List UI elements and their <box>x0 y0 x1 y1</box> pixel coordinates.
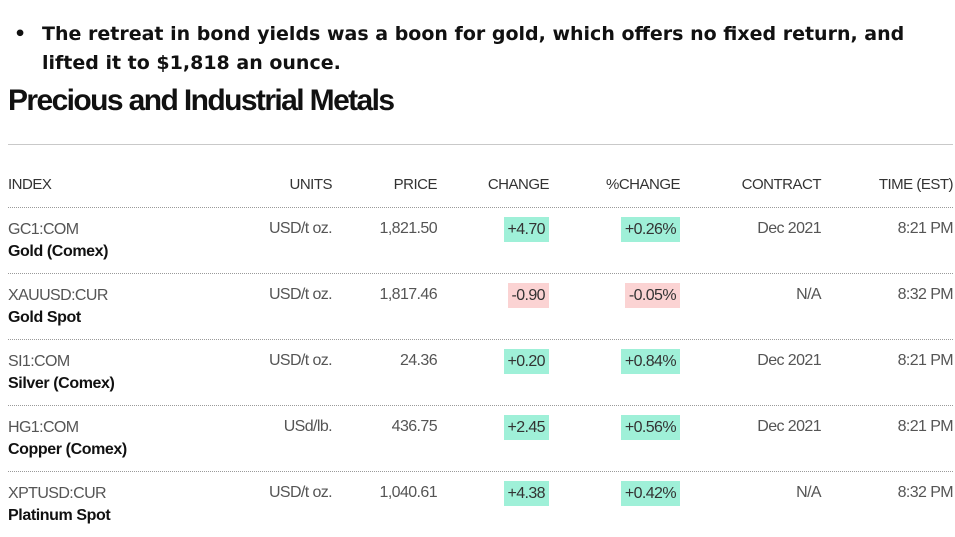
time-cell: 8:32 PM <box>897 286 954 303</box>
change-badge: +4.70 <box>503 217 549 242</box>
change-badge: +2.45 <box>503 415 549 440</box>
table-header-row: INDEX UNITS PRICE CHANGE %CHANGE CONTRAC… <box>8 145 954 208</box>
change-cell: -0.90 <box>507 283 549 308</box>
units-cell: USD/t oz. <box>268 484 333 501</box>
header-price: PRICE <box>393 176 438 193</box>
pct-change-badge: -0.05% <box>624 283 680 308</box>
instrument-name: Platinum Spot <box>8 507 111 524</box>
units-cell: USD/t oz. <box>268 220 333 237</box>
price-cell: 1,040.61 <box>379 484 438 501</box>
price-cell: 24.36 <box>399 352 438 369</box>
pct-change-badge: +0.42% <box>620 481 680 506</box>
change-cell: +2.45 <box>503 415 549 440</box>
time-cell: 8:32 PM <box>897 484 954 501</box>
header-units: UNITS <box>289 176 333 193</box>
instrument-name: Silver (Comex) <box>8 375 115 392</box>
bullet-text: The retreat in bond yields was a boon fo… <box>42 23 905 74</box>
ticker-link[interactable]: SI1:COM <box>8 353 70 370</box>
header-change: CHANGE <box>487 176 550 193</box>
header-time: TIME (EST) <box>878 176 954 193</box>
table-row[interactable]: XPTUSD:CUR Platinum Spot USD/t oz. 1,040… <box>8 472 954 537</box>
change-badge: +4.38 <box>503 481 549 506</box>
pct-change-badge: +0.84% <box>620 349 680 374</box>
change-cell: +4.38 <box>503 481 549 506</box>
ticker-link[interactable]: XAUUSD:CUR <box>8 287 108 304</box>
units-cell: USd/lb. <box>283 418 333 435</box>
table-row[interactable]: XAUUSD:CUR Gold Spot USD/t oz. 1,817.46 … <box>8 274 954 340</box>
time-cell: 8:21 PM <box>897 418 954 435</box>
pct-change-cell: -0.05% <box>624 283 680 308</box>
contract-cell: Dec 2021 <box>757 352 821 369</box>
price-cell: 436.75 <box>391 418 438 435</box>
contract-cell: Dec 2021 <box>757 220 821 237</box>
table-top-rule <box>8 144 953 145</box>
ticker-link[interactable]: GC1:COM <box>8 221 79 238</box>
instrument-name: Copper (Comex) <box>8 441 127 458</box>
table-row[interactable]: HG1:COM Copper (Comex) USd/lb. 436.75 +2… <box>8 406 954 472</box>
price-cell: 1,817.46 <box>379 286 438 303</box>
pct-change-badge: +0.26% <box>620 217 680 242</box>
change-cell: +0.20 <box>503 349 549 374</box>
change-cell: +4.70 <box>503 217 549 242</box>
pct-change-cell: +0.84% <box>620 349 680 374</box>
pct-change-badge: +0.56% <box>620 415 680 440</box>
metals-table: INDEX UNITS PRICE CHANGE %CHANGE CONTRAC… <box>8 144 954 537</box>
table-row[interactable]: GC1:COM Gold (Comex) USD/t oz. 1,821.50 … <box>8 208 954 274</box>
ticker-link[interactable]: XPTUSD:CUR <box>8 485 107 502</box>
instrument-name: Gold (Comex) <box>8 243 109 260</box>
time-cell: 8:21 PM <box>897 352 954 369</box>
bullet-symbol: • <box>14 23 27 45</box>
table-row[interactable]: SI1:COM Silver (Comex) USD/t oz. 24.36 +… <box>8 340 954 406</box>
units-cell: USD/t oz. <box>268 286 333 303</box>
header-contract: CONTRACT <box>741 176 822 193</box>
table-title: Precious and Industrial Metals <box>8 84 395 117</box>
pct-change-cell: +0.26% <box>620 217 680 242</box>
ticker-link[interactable]: HG1:COM <box>8 419 79 436</box>
contract-cell: N/A <box>796 286 821 303</box>
price-cell: 1,821.50 <box>379 220 438 237</box>
change-badge: +0.20 <box>503 349 549 374</box>
pct-change-cell: +0.56% <box>620 415 680 440</box>
contract-cell: Dec 2021 <box>757 418 821 435</box>
time-cell: 8:21 PM <box>897 220 954 237</box>
header-index: INDEX <box>8 176 52 193</box>
header-pct-change: %CHANGE <box>605 176 681 193</box>
bullet-point: • The retreat in bond yields was a boon … <box>14 20 944 78</box>
change-badge: -0.90 <box>507 283 549 308</box>
contract-cell: N/A <box>796 484 821 501</box>
units-cell: USD/t oz. <box>268 352 333 369</box>
instrument-name: Gold Spot <box>8 309 81 326</box>
pct-change-cell: +0.42% <box>620 481 680 506</box>
